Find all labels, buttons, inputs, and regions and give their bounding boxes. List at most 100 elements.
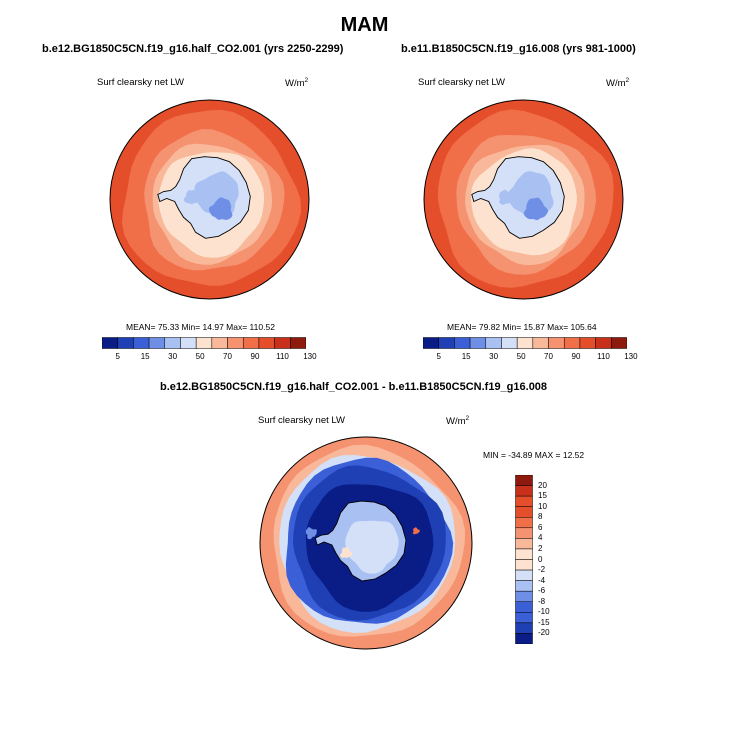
colorbar-swatch (579, 337, 596, 349)
colorbar-tick-label: 15 (461, 352, 471, 361)
colorbar-swatch (180, 337, 197, 349)
colorbar-tick-label: 70 (544, 352, 553, 361)
colorbar-tick-label: 90 (250, 352, 260, 361)
colorbar-swatch (515, 590, 533, 602)
colorbar-swatch (548, 337, 565, 349)
colorbar-tick-label: -15 (538, 617, 550, 627)
colorbar-tick-label: 6 (538, 522, 543, 532)
colorbar-tick-label: 10 (538, 501, 547, 511)
cool-patch (305, 527, 317, 540)
colorbar-tick-label: 5 (115, 352, 120, 361)
colorbar-swatch (195, 337, 213, 349)
warm-patch-1 (340, 547, 353, 559)
coastline (157, 156, 251, 239)
colorbar-tick-label: 90 (571, 352, 581, 361)
colorbar-swatch (117, 337, 134, 349)
colorbar-tick-label: 110 (597, 352, 610, 361)
colorbar-swatch (102, 337, 118, 349)
colorbar-tick-label: 20 (538, 480, 547, 490)
colorbar-swatch (515, 580, 533, 592)
colorbar-swatch (515, 485, 533, 497)
colorbar-swatch (515, 495, 533, 507)
page-title: MAM (340, 14, 389, 36)
panel-2-units: W/m2 (606, 77, 630, 90)
panel-3-polar-map (259, 436, 473, 650)
colorbar-swatch (485, 337, 502, 349)
map-field (110, 100, 309, 299)
colorbar-tick-label: 70 (223, 352, 232, 361)
colorbar-tick-label: 4 (538, 533, 543, 543)
colorbar-swatch (515, 601, 533, 613)
colorbar-tick-label: 0 (538, 554, 543, 564)
colorbar-swatch (595, 337, 612, 349)
shelf-field (499, 189, 514, 205)
plateau-core (208, 197, 233, 220)
map-boundary (259, 436, 473, 650)
panel-1-polar-map (109, 99, 310, 300)
colorbar-swatch (164, 337, 181, 349)
map-boundary (109, 99, 310, 300)
colorbar-swatch (515, 633, 533, 644)
colorbar-swatch (454, 337, 471, 349)
colorbar-swatch (515, 538, 533, 550)
colorbar-swatch (515, 548, 533, 560)
colorbar-swatch (274, 337, 291, 349)
colorbar-swatch (515, 569, 533, 581)
colorbar-swatch (516, 337, 534, 349)
panel-1-units: W/m2 (285, 77, 309, 90)
panel-1-variable-label: Surf clearsky net LW (97, 77, 184, 88)
panel-1-colorbar (102, 337, 306, 349)
colorbar-tick-label: 30 (489, 352, 499, 361)
colorbar-tick-label: 30 (168, 352, 178, 361)
colorbar-tick-label: -8 (538, 596, 546, 606)
colorbar-tick-label: -6 (538, 586, 546, 596)
colorbar-swatch (515, 527, 533, 539)
colorbar-tick-label: -4 (538, 575, 546, 585)
colorbar-swatch (515, 517, 533, 529)
warm-patch-2 (412, 527, 420, 535)
colorbar-tick-label: 50 (195, 352, 205, 361)
panel-1-stats: MEAN= 75.33 Min= 14.97 Max= 110.52 (126, 322, 275, 332)
colorbar-swatch (438, 337, 455, 349)
panel-1-case-title: b.e12.BG1850C5CN.f19_g16.half_CO2.001 (y… (42, 43, 344, 55)
colorbar-swatch (211, 337, 228, 349)
colorbar-tick-label: 130 (303, 352, 317, 361)
colorbar-swatch (532, 337, 549, 349)
colorbar-swatch (242, 337, 260, 349)
coastline (471, 156, 565, 239)
colorbar-tick-label: 110 (276, 352, 289, 361)
colorbar-tick-label: 8 (538, 512, 543, 522)
colorbar-tick-label: 15 (140, 352, 150, 361)
panel-3-units: W/m2 (446, 415, 470, 428)
panel-2-stats: MEAN= 79.82 Min= 15.87 Max= 105.64 (447, 322, 597, 332)
colorbar-tick-label: 15 (538, 491, 547, 501)
colorbar-swatch (515, 475, 533, 486)
colorbar-swatch (515, 612, 533, 624)
continent-core (345, 520, 399, 574)
map-field (260, 437, 472, 649)
panel-3-colorbar (515, 475, 533, 644)
panel-2-colorbar (423, 337, 627, 349)
panel-2-polar-map (423, 99, 624, 300)
colorbar-tick-label: 50 (516, 352, 526, 361)
colorbar-swatch (515, 622, 533, 634)
panel-3-stats: MIN = -34.89 MAX = 12.52 (483, 450, 585, 460)
colorbar-tick-label: -20 (538, 628, 550, 638)
colorbar-swatch (423, 337, 439, 349)
shelf-field (183, 190, 200, 205)
colorbar-swatch (563, 337, 581, 349)
map-field (424, 100, 623, 299)
colorbar-tick-label: -2 (538, 565, 546, 575)
colorbar-swatch (611, 337, 627, 349)
colorbar-swatch (258, 337, 275, 349)
colorbar-tick-label: 2 (538, 543, 543, 553)
colorbar-tick-label: 5 (436, 352, 441, 361)
coastline (314, 500, 407, 582)
colorbar-tick-label: 130 (624, 352, 638, 361)
colorbar-swatch (227, 337, 244, 349)
colorbar-swatch (515, 506, 533, 518)
panel-2-variable-label: Surf clearsky net LW (418, 77, 505, 88)
panel-3-case-title: b.e12.BG1850C5CN.f19_g16.half_CO2.001 - … (160, 381, 548, 393)
panel-3-variable-label: Surf clearsky net LW (258, 415, 345, 426)
colorbar-tick-label: -10 (538, 607, 550, 617)
